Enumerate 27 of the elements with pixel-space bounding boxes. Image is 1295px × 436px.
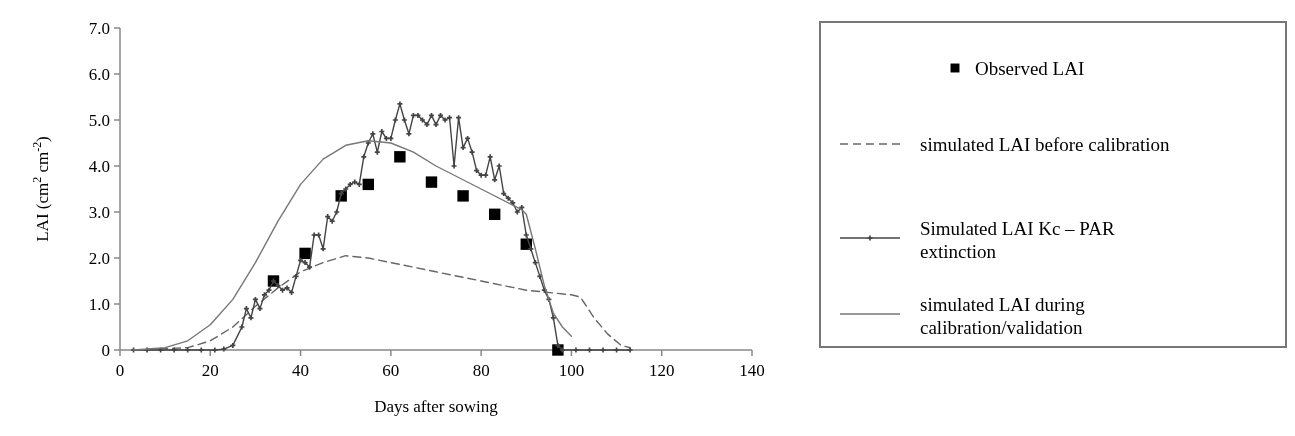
x-tick-label: 60	[382, 361, 400, 380]
x-tick-label: 100	[558, 361, 585, 380]
y-tick-label: 4.0	[88, 156, 110, 176]
legend-label: simulated LAI during calibration/validation	[920, 293, 1086, 339]
legend-label: simulated LAI before calibration	[920, 133, 1171, 155]
y-tick-label: 6.0	[88, 64, 110, 84]
y-tick-label: 0	[101, 340, 110, 360]
x-axis-title: Days after sowing	[374, 397, 499, 416]
y-tick-label: 1.0	[88, 294, 110, 314]
x-tick-label: 20	[201, 361, 219, 380]
point	[299, 247, 311, 260]
x-tick-label: 140	[739, 361, 765, 380]
y-tick-label: 5.0	[88, 110, 110, 130]
y-tick-label: 7.0	[88, 18, 110, 38]
legend-label: Simulated LAI Kc – PAR extinction	[920, 217, 1115, 263]
point	[488, 208, 501, 220]
point	[457, 190, 469, 202]
point	[362, 178, 374, 191]
point	[394, 151, 406, 163]
point	[425, 176, 438, 188]
legend-label: Observed LAI	[975, 57, 1085, 79]
x-tick-label: 120	[648, 361, 675, 380]
x-tick-label: 40	[292, 361, 310, 380]
y-tick-label: 3.0	[88, 202, 110, 222]
x-tick-label: 80	[472, 361, 490, 380]
x-tick-label: 0	[115, 361, 125, 380]
y-tick-label: 2.0	[88, 248, 110, 268]
